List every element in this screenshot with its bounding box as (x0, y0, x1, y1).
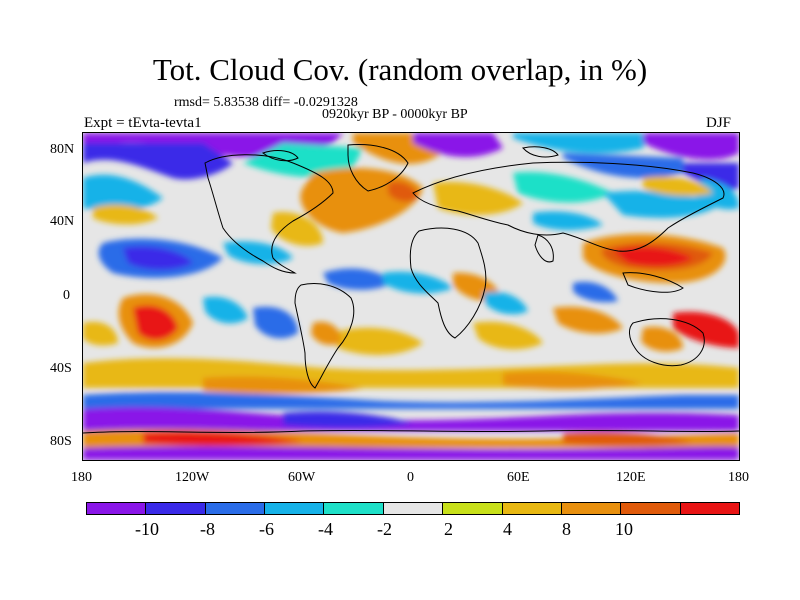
map-title: Tot. Cloud Cov. (random overlap, in %) (152, 52, 648, 87)
colorbar-label: -6 (259, 519, 274, 539)
lon-label-180w: 180 (71, 470, 92, 485)
colorbar-label: 4 (503, 519, 512, 539)
colorbar-label: 10 (615, 519, 633, 539)
colorbar-swatch (87, 503, 147, 514)
lon-label-120e: 120E (616, 470, 646, 485)
colorbar-label: 8 (562, 519, 571, 539)
lon-label-180e: 180 (728, 470, 749, 485)
colorbar-swatch (502, 503, 562, 514)
colorbar-label: -8 (200, 519, 215, 539)
colorbar-swatch (383, 503, 444, 514)
colorbar-label: -2 (377, 519, 392, 539)
map-field-svg (83, 133, 739, 460)
lon-label-0: 0 (407, 470, 414, 485)
lat-label-40n: 40N (50, 214, 75, 229)
colorbar-swatch (324, 503, 384, 514)
colorbar-swatch (621, 503, 681, 514)
colorbar-swatch (205, 503, 266, 514)
lon-label-60w: 60W (288, 470, 316, 485)
lon-label-120w: 120W (175, 470, 210, 485)
lat-label-equator: 0 (63, 288, 70, 303)
colorbar-label: -4 (318, 519, 333, 539)
season-label: DJF (706, 115, 732, 131)
colorbar-label: 2 (444, 519, 453, 539)
period-label: 0920kyr BP - 0000kyr BP (322, 107, 468, 122)
colorbar-swatch (561, 503, 622, 514)
colorbar-swatch (443, 503, 503, 514)
rmsd-diff-stats: rmsd= 5.83538 diff= -0.0291328 (174, 95, 358, 110)
cloud-cover-map (82, 132, 740, 461)
lat-label-80s: 80S (50, 434, 72, 449)
lon-label-60e: 60E (507, 470, 530, 485)
colorbar-swatch (265, 503, 325, 514)
experiment-label: Expt = tEvta-tevta1 (84, 115, 202, 131)
colorbar (86, 502, 740, 515)
anomaly-field (83, 133, 739, 460)
coastlines (83, 144, 739, 434)
colorbar-swatch (146, 503, 206, 514)
colorbar-label: -10 (135, 519, 159, 539)
colorbar-swatch (680, 503, 739, 514)
lat-label-40s: 40S (50, 361, 72, 376)
lat-label-80n: 80N (50, 142, 75, 157)
